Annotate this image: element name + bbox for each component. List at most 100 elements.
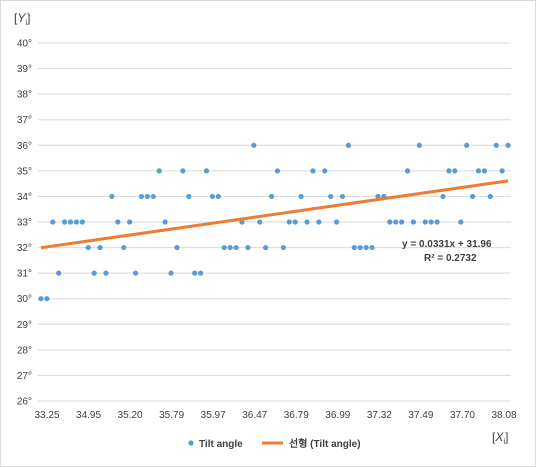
data-point xyxy=(138,193,145,200)
data-point xyxy=(233,244,239,251)
data-point xyxy=(410,219,417,225)
data-point xyxy=(91,270,97,276)
data-point xyxy=(144,193,150,200)
y-tick-label: 36° xyxy=(17,141,32,152)
data-point xyxy=(103,270,109,276)
data-point xyxy=(475,168,482,174)
x-tick-label: 36.47 xyxy=(242,410,267,421)
y-axis-label: [Yi] xyxy=(14,11,30,27)
data-point xyxy=(268,193,275,200)
data-point xyxy=(239,219,245,225)
trendline xyxy=(40,179,509,250)
legend-label-points: Tilt angle xyxy=(199,439,243,450)
data-point xyxy=(192,270,198,276)
data-point xyxy=(464,142,470,148)
data-point xyxy=(38,296,44,302)
y-tick-label: 38° xyxy=(17,90,32,101)
data-point xyxy=(251,142,257,148)
data-point xyxy=(280,244,286,251)
data-point xyxy=(375,193,381,200)
data-point xyxy=(387,219,393,225)
x-tick-label: 37.49 xyxy=(408,410,433,421)
y-tick-label: 37° xyxy=(17,115,32,126)
y-tick-label: 35° xyxy=(17,166,32,177)
x-tick-label: 37.32 xyxy=(367,410,392,421)
data-point xyxy=(357,244,363,251)
x-tick-label: 35.79 xyxy=(159,410,184,421)
data-point xyxy=(115,219,121,225)
x-tick-label: 36.79 xyxy=(284,410,309,421)
data-point xyxy=(79,219,85,225)
data-point xyxy=(168,270,174,276)
data-point xyxy=(505,142,511,148)
data-point xyxy=(44,296,50,302)
data-point xyxy=(416,142,422,148)
x-axis-ticks: 33.25 34.95 35.20 35.79 35.97 36.47 36.79 36.99… xyxy=(34,410,516,421)
gridlines xyxy=(38,42,511,402)
data-point xyxy=(298,193,304,200)
data-point xyxy=(121,244,127,251)
data-point xyxy=(310,168,316,174)
legend: Tilt angle 선형 (Tilt angle) xyxy=(188,437,361,450)
y-axis-ticks: 26° 27° 28° 29° 30° 31° 32° 33° 34° 35° 36° 37° 38° 3… xyxy=(17,39,32,408)
data-point xyxy=(422,219,428,225)
data-point xyxy=(434,219,440,225)
x-tick-label: 33.25 xyxy=(34,410,59,421)
data-point xyxy=(404,168,411,174)
data-point xyxy=(286,219,292,225)
data-point xyxy=(333,219,340,225)
data-point xyxy=(85,244,91,251)
x-tick-label: 38.08 xyxy=(491,410,516,421)
data-point xyxy=(428,219,434,225)
r-squared: R² = 0.2732 xyxy=(424,253,477,264)
data-point xyxy=(50,219,56,225)
data-point xyxy=(469,193,476,200)
data-point xyxy=(339,193,346,200)
data-point xyxy=(73,219,80,225)
y-tick-label: 39° xyxy=(17,64,32,75)
data-point xyxy=(186,193,192,200)
x-tick-label: 37.70 xyxy=(450,410,475,421)
data-point xyxy=(215,193,221,200)
data-point xyxy=(245,244,251,251)
x-tick-label: 35.20 xyxy=(118,410,143,421)
data-point xyxy=(221,244,227,251)
data-points xyxy=(38,142,511,302)
data-point xyxy=(440,193,446,200)
data-point xyxy=(328,193,334,200)
x-tick-label: 35.97 xyxy=(201,410,226,421)
legend-label-trendline: 선형 (Tilt angle) xyxy=(289,437,361,450)
data-point xyxy=(227,244,233,251)
trend-equation: y = 0.0331x + 31.96 xyxy=(402,239,492,250)
x-axis-label: [Xi] xyxy=(492,430,508,446)
data-point xyxy=(127,219,133,225)
data-point xyxy=(351,244,357,251)
data-point xyxy=(156,168,162,174)
data-point xyxy=(203,168,210,174)
data-point xyxy=(499,168,505,174)
data-point xyxy=(62,219,68,225)
data-point xyxy=(132,270,139,276)
y-tick-label: 40° xyxy=(17,39,32,50)
data-point xyxy=(363,244,369,251)
y-tick-label: 29° xyxy=(17,320,32,331)
data-point xyxy=(263,244,269,251)
y-tick-label: 31° xyxy=(17,269,32,280)
y-tick-label: 30° xyxy=(17,294,32,305)
data-point xyxy=(493,142,499,148)
data-point xyxy=(345,142,352,148)
data-point xyxy=(257,219,263,225)
x-tick-label: 34.95 xyxy=(76,410,101,421)
data-point xyxy=(487,193,493,200)
data-point xyxy=(316,219,322,225)
data-point xyxy=(56,270,62,276)
data-point xyxy=(180,168,186,174)
data-point xyxy=(209,193,216,200)
data-point xyxy=(393,219,399,225)
y-tick-label: 28° xyxy=(17,345,32,356)
data-point xyxy=(174,244,180,251)
data-point xyxy=(97,244,103,251)
data-point xyxy=(304,219,310,225)
